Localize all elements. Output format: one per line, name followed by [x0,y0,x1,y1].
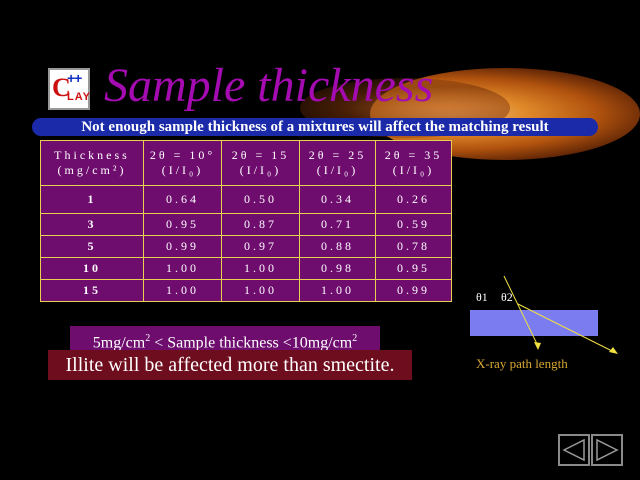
previous-slide-icon [562,438,585,462]
range-exponent: 2 [352,333,358,344]
table-cell: 0.34 [299,185,376,214]
theta2-label: θ2 [501,290,513,304]
header-line2: (I/I₀) [161,163,204,177]
table-cell: 0.95 [143,213,222,236]
table-row: 1 0.64 0.50 0.34 0.26 [40,185,452,214]
sample-layer [470,310,598,336]
header-line2: (mg/cm²) [57,163,127,177]
table-cell: 0.99 [143,235,222,258]
header-line1: 2θ = 15 [231,148,290,162]
table-cell: 0.95 [375,257,452,280]
table-cell: 1.00 [143,279,222,302]
table-cell: 1.00 [221,257,300,280]
table-cell: 0.50 [221,185,300,214]
logo-letter: C [52,73,71,102]
logo-plus: ++ [67,70,82,86]
table-cell: 0.26 [375,185,452,214]
table-row: 10 1.00 1.00 0.98 0.95 [40,257,452,280]
incident-ray-arrowhead [534,342,541,350]
clay-logo: C ++ LAY [48,68,90,110]
thickness-cell: 3 [40,213,144,236]
header-line1: 2θ = 25 [308,148,367,162]
header-line1: 2θ = 10° [149,148,216,162]
table-cell: 0.64 [143,185,222,214]
subtitle-banner: Not enough sample thickness of a mixture… [32,118,598,136]
page-title: Sample thickness [104,59,434,112]
thickness-table: Thickness (mg/cm²) 2θ = 10° (I/I₀) 2θ = 15… [40,140,452,302]
theta1-label: θ1 [476,290,488,304]
table-cell: 0.99 [375,279,452,302]
header-line1: 2θ = 35 [384,148,443,162]
header-line1: Thickness [54,148,130,162]
diffracted-ray [517,303,615,353]
table-cell: 0.98 [299,257,376,280]
table-row: 5 0.99 0.97 0.88 0.78 [40,235,452,258]
header-cell: 2θ = 15 (I/I₀) [221,140,300,186]
header-cell: Thickness (mg/cm²) [40,140,144,186]
table-cell: 0.71 [299,213,376,236]
range-low: 5mg/cm [92,334,146,352]
logo-text: LAY [67,91,91,103]
table-cell: 1.00 [143,257,222,280]
next-slide-icon [596,438,619,462]
table-row: 15 1.00 1.00 1.00 0.99 [40,279,452,302]
range-exponent: 2 [145,333,151,344]
header-cell: 2θ = 25 (I/I₀) [299,140,376,186]
thickness-cell: 10 [40,257,144,280]
diffracted-ray-arrowhead [609,347,618,354]
xray-diagram [503,275,618,354]
table-row: 3 0.95 0.87 0.71 0.59 [40,213,452,236]
table-header-row: Thickness (mg/cm²) 2θ = 10° (I/I₀) 2θ = 15… [40,140,452,186]
header-line2: (I/I₀) [239,163,282,177]
header-line2: (I/I₀) [392,163,435,177]
thickness-range-label: 5mg/cm2 < Sample thickness <10mg/cm2 [70,326,380,352]
table-cell: 0.59 [375,213,452,236]
header-cell: 2θ = 10° (I/I₀) [143,140,222,186]
next-slide-button[interactable] [591,434,623,466]
xray-path-caption: X-ray path length [476,356,568,371]
thickness-cell: 15 [40,279,144,302]
table-cell: 0.87 [221,213,300,236]
header-cell: 2θ = 35 (I/I₀) [375,140,452,186]
table-cell: 0.78 [375,235,452,258]
range-middle: < Sample thickness <10mg/cm [150,334,353,352]
table-cell: 0.88 [299,235,376,258]
thickness-cell: 1 [40,185,144,214]
incident-ray [503,275,539,347]
table-cell: 1.00 [299,279,376,302]
previous-slide-button[interactable] [558,434,590,466]
table-cell: 0.97 [221,235,300,258]
thickness-cell: 5 [40,235,144,258]
header-line2: (I/I₀) [316,163,359,177]
illite-note: Illite will be affected more than smecti… [48,350,412,380]
table-cell: 1.00 [221,279,300,302]
